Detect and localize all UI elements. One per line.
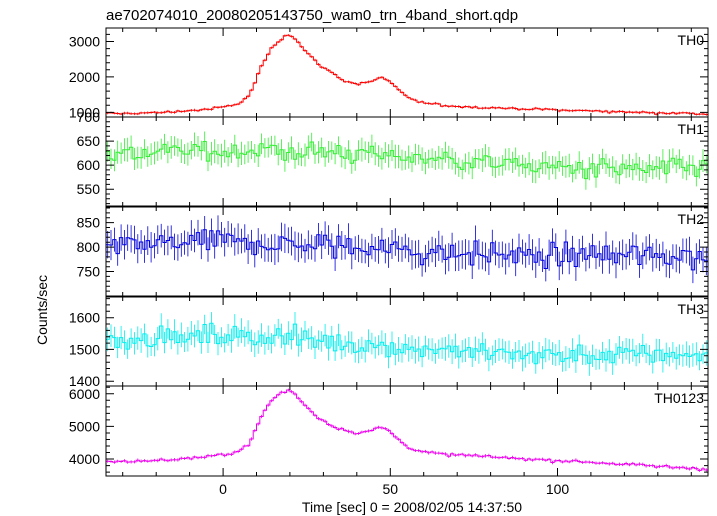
step-line-th0	[106, 34, 708, 115]
step-line-th0123	[106, 389, 708, 471]
y-ticks	[106, 298, 708, 382]
chart-title: ae702074010_20080205143750_wam0_trn_4ban…	[106, 7, 518, 24]
y-tick-label: 1000	[69, 104, 100, 120]
panel-label-th0: TH0	[678, 32, 705, 48]
x-ticks	[122, 117, 692, 206]
y-tick-label: 550	[77, 181, 101, 197]
y-tick-label: 1600	[69, 310, 100, 326]
y-ticks	[106, 33, 708, 113]
panel-th3: 1400 1500 1600 TH3	[69, 296, 709, 389]
series-th0	[106, 34, 708, 116]
panel-label-th1: TH1	[678, 121, 705, 137]
y-ticks	[106, 207, 708, 297]
y-ticks	[106, 116, 708, 205]
y-tick-label: 850	[77, 215, 101, 231]
y-tick-label: 600	[77, 157, 101, 173]
y-axis-label: Counts/sec	[34, 275, 50, 345]
step-line-th1	[106, 141, 708, 180]
panel-label-th3: TH3	[678, 301, 705, 317]
panel-label-th0123: TH0123	[654, 390, 704, 406]
panel-frame	[105, 27, 709, 118]
series-th3	[106, 312, 708, 376]
y-tick-label: 3000	[69, 33, 100, 49]
error-bars-th0123	[107, 388, 707, 472]
panel-th0123: 4000 5000 6000 TH0123	[69, 385, 709, 477]
x-axis-label: Time [sec] 0 = 2008/02/05 14:37:50	[302, 499, 522, 515]
y-tick-label: 2000	[69, 69, 100, 85]
x-ticks	[122, 28, 692, 117]
x-ticks	[122, 297, 692, 386]
y-tick-label: 650	[77, 133, 101, 149]
panel-frame	[105, 116, 709, 207]
y-tick-label: 800	[77, 239, 101, 255]
panel-frame	[105, 296, 709, 387]
series-th0123	[106, 388, 708, 472]
x-ticks	[122, 207, 692, 296]
x-tick-label: 0	[219, 481, 227, 497]
y-tick-label: 750	[77, 264, 101, 280]
panel-th2: 750 800 850 TH2	[77, 206, 709, 297]
panel-th1: 550 600 650 700 TH1	[77, 109, 709, 207]
x-ticks	[122, 386, 692, 476]
x-tick-label: 100	[546, 481, 570, 497]
series-th1	[106, 131, 708, 190]
y-tick-label: 700	[77, 109, 101, 125]
step-line-th2	[106, 229, 708, 271]
y-tick-label: 4000	[69, 451, 100, 467]
y-tick-label: 6000	[69, 386, 100, 402]
y-tick-label: 1400	[69, 373, 100, 389]
panel-frame	[105, 385, 709, 477]
x-tick-label: 50	[382, 481, 398, 497]
panel-th0: 1000 2000 3000 TH0	[69, 27, 709, 120]
y-tick-label: 5000	[69, 418, 100, 434]
y-ticks	[106, 386, 708, 473]
y-tick-label: 1500	[69, 341, 100, 357]
panel-frame	[105, 206, 709, 297]
error-bars-th0	[107, 34, 707, 116]
series-th2	[106, 215, 708, 284]
panel-label-th2: TH2	[678, 211, 705, 227]
step-line-th3	[106, 322, 708, 365]
